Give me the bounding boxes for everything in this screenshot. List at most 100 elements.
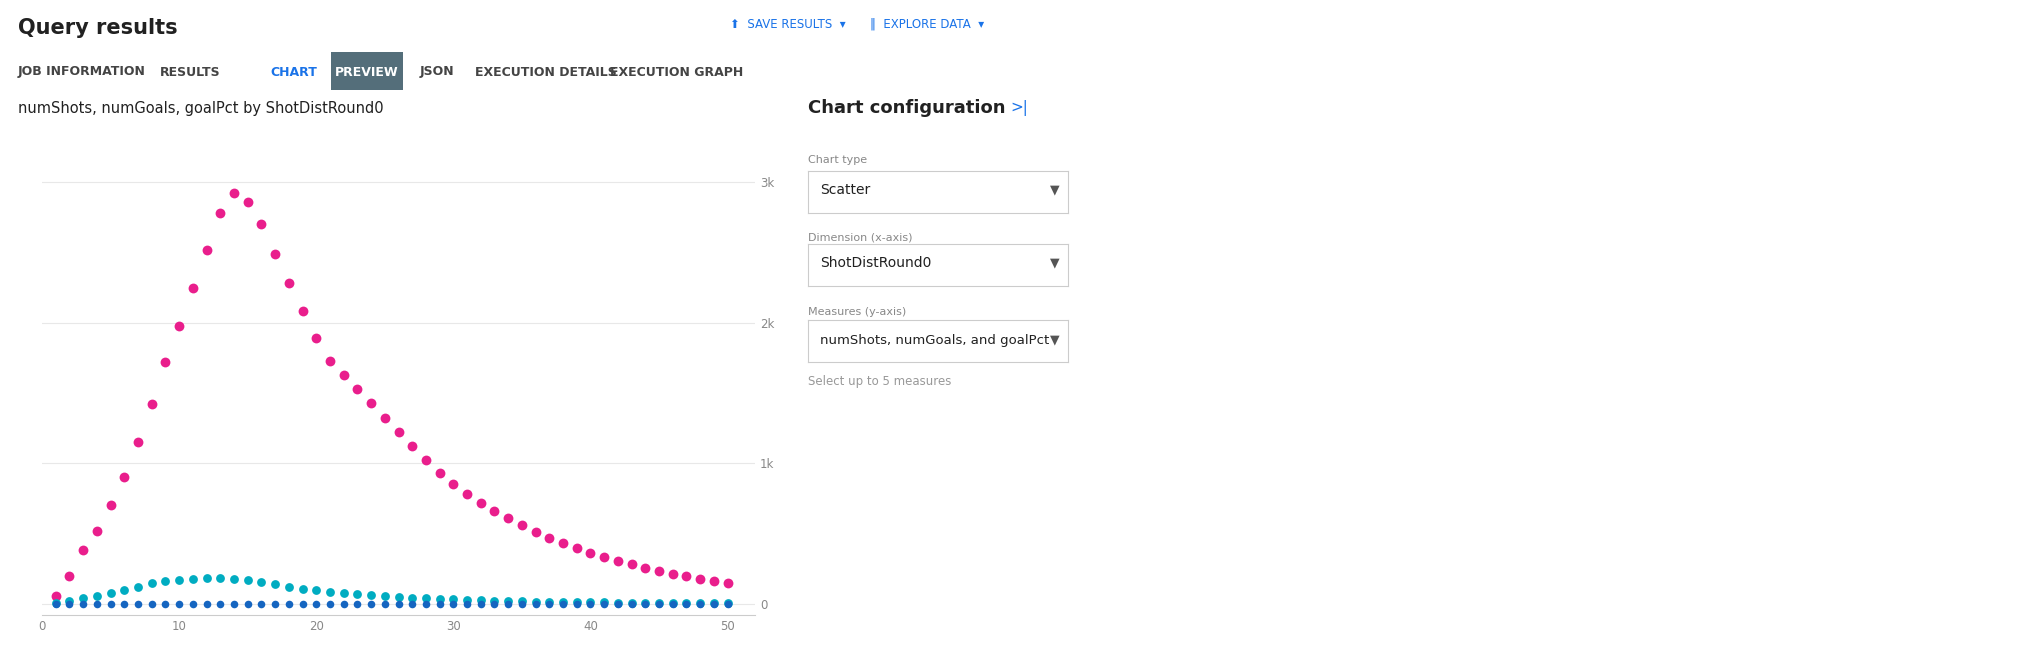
Point — [327, 598, 360, 609]
Point — [602, 598, 634, 609]
Point — [301, 333, 333, 344]
Point — [479, 596, 511, 606]
Point — [505, 596, 537, 606]
Point — [109, 472, 141, 483]
Point — [493, 513, 525, 524]
Point — [574, 547, 606, 558]
Point — [436, 479, 469, 490]
Point — [616, 598, 648, 609]
Point — [176, 282, 208, 293]
Point — [642, 598, 675, 609]
Point — [95, 598, 127, 609]
Point — [588, 552, 620, 563]
Point — [450, 598, 483, 609]
Point — [562, 543, 594, 553]
Point — [121, 598, 154, 609]
Point — [301, 585, 333, 596]
Point — [465, 598, 497, 609]
Point — [424, 594, 457, 604]
Point — [533, 598, 566, 609]
Point — [588, 598, 620, 609]
Point — [410, 598, 442, 609]
Point — [341, 589, 374, 599]
Point — [382, 427, 414, 438]
Point — [190, 573, 222, 583]
Point — [547, 596, 580, 607]
Point — [519, 596, 551, 607]
Point — [259, 248, 291, 259]
Point — [505, 520, 537, 530]
Text: PREVIEW: PREVIEW — [335, 66, 398, 79]
Point — [313, 587, 345, 597]
Point — [505, 598, 537, 609]
Text: Measures (y-axis): Measures (y-axis) — [808, 307, 907, 317]
Point — [109, 598, 141, 609]
Point — [244, 577, 277, 588]
Point — [671, 571, 703, 582]
Point — [53, 596, 85, 606]
Point — [67, 593, 99, 604]
Point — [436, 594, 469, 604]
Point — [697, 576, 729, 587]
Point — [176, 598, 208, 609]
Point — [656, 569, 689, 579]
Point — [602, 555, 634, 566]
Point — [135, 399, 168, 410]
Point — [40, 598, 73, 608]
Point — [479, 598, 511, 609]
Point — [493, 598, 525, 609]
Point — [642, 598, 675, 608]
Text: numShots, numGoals, goalPct by ShotDistRound0: numShots, numGoals, goalPct by ShotDistR… — [18, 101, 384, 115]
Point — [685, 573, 717, 584]
Point — [382, 591, 414, 602]
Point — [465, 595, 497, 606]
Point — [135, 578, 168, 589]
Text: ⬆  SAVE RESULTS  ▾: ⬆ SAVE RESULTS ▾ — [729, 18, 846, 31]
Point — [562, 597, 594, 608]
Point — [436, 598, 469, 609]
Point — [273, 581, 305, 592]
Point — [287, 306, 319, 316]
Point — [176, 573, 208, 584]
Point — [519, 598, 551, 609]
Point — [685, 598, 717, 609]
Point — [410, 593, 442, 604]
Point — [259, 598, 291, 609]
Point — [533, 532, 566, 543]
Point — [628, 598, 661, 609]
Point — [368, 591, 400, 601]
Point — [121, 582, 154, 592]
Text: EXECUTION GRAPH: EXECUTION GRAPH — [610, 66, 743, 79]
Point — [244, 598, 277, 609]
Point — [313, 598, 345, 609]
Point — [232, 197, 265, 207]
Point — [164, 320, 196, 331]
Text: >|: >| — [1010, 100, 1028, 116]
Point — [671, 598, 703, 608]
Point — [149, 598, 182, 609]
Point — [656, 598, 689, 608]
Point — [81, 591, 113, 601]
Text: ShotDistRound0: ShotDistRound0 — [820, 256, 931, 270]
Point — [656, 598, 689, 609]
Text: Scatter: Scatter — [820, 183, 871, 197]
Point — [232, 598, 265, 609]
Point — [273, 278, 305, 289]
Point — [382, 598, 414, 609]
Point — [287, 583, 319, 594]
Point — [396, 592, 428, 603]
Point — [259, 579, 291, 590]
Point — [190, 244, 222, 255]
Point — [547, 538, 580, 549]
Point — [135, 598, 168, 609]
Point — [301, 598, 333, 609]
Point — [356, 590, 388, 600]
Point — [547, 598, 580, 609]
Point — [95, 500, 127, 510]
Point — [356, 598, 388, 609]
Point — [327, 369, 360, 380]
Point — [313, 355, 345, 366]
Text: EXECUTION DETAILS: EXECUTION DETAILS — [475, 66, 616, 79]
Text: Query results: Query results — [18, 18, 178, 38]
Point — [711, 578, 743, 589]
